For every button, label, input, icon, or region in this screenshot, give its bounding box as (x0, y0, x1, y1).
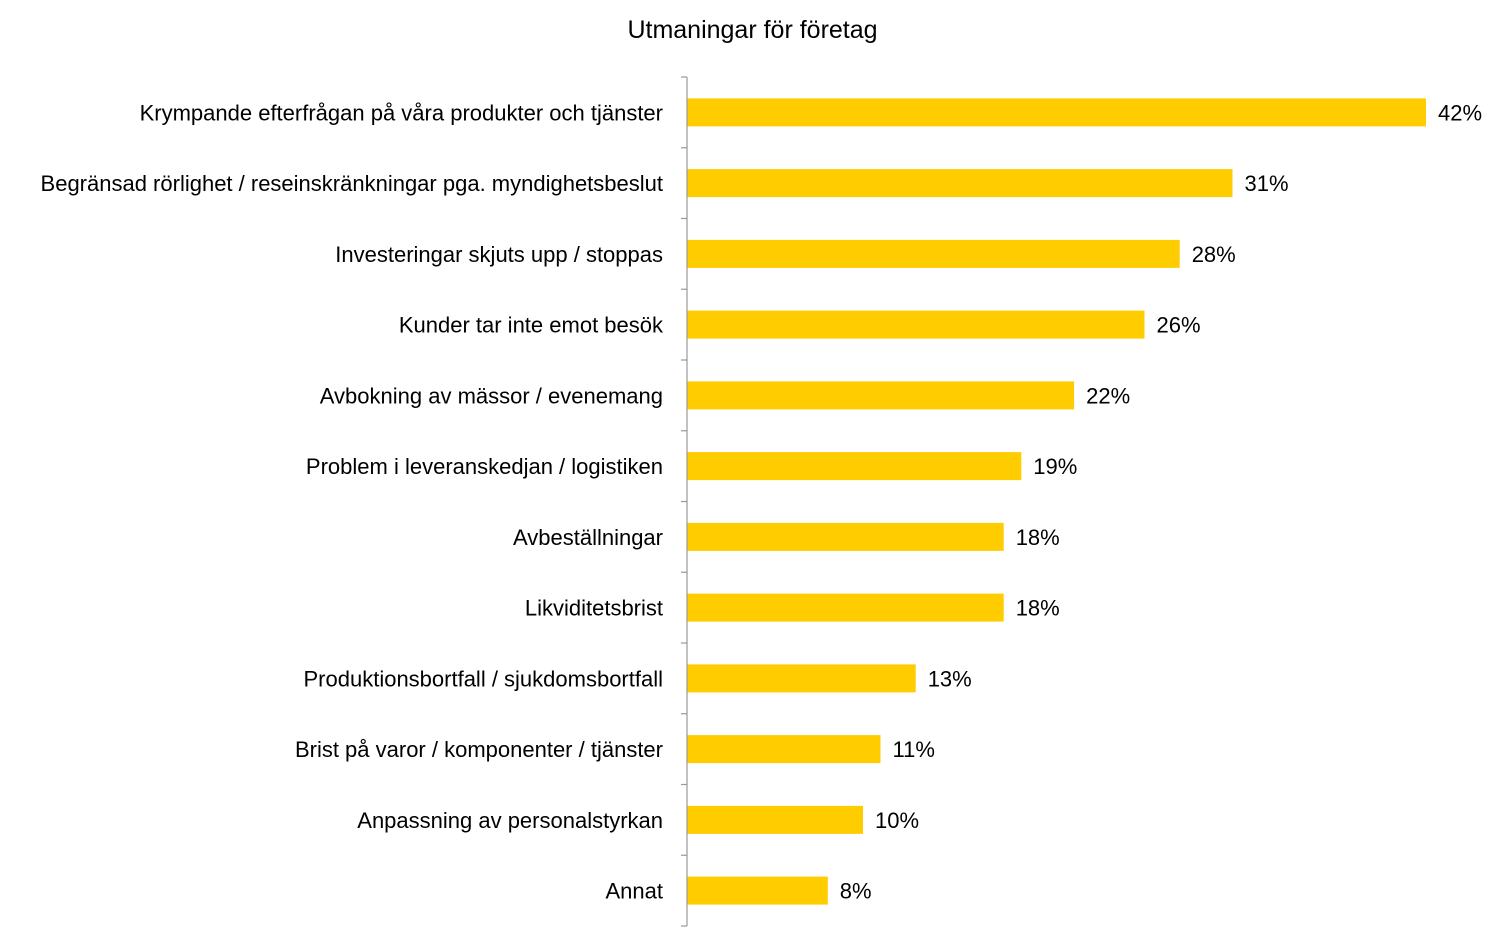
value-label: 28% (1192, 242, 1236, 267)
value-label: 18% (1016, 596, 1060, 621)
value-label: 31% (1245, 171, 1289, 196)
value-label: 42% (1438, 100, 1482, 125)
bar (687, 593, 1004, 622)
value-label: 26% (1157, 313, 1201, 338)
category-label: Krympande efterfrågan på våra produkter … (140, 100, 663, 125)
value-label: 8% (840, 879, 872, 904)
bar (687, 522, 1004, 551)
value-label: 11% (893, 737, 935, 762)
category-axis (681, 76, 688, 927)
bars-layer (687, 98, 1426, 905)
bar (687, 735, 881, 764)
category-label: Investeringar skjuts upp / stoppas (335, 242, 663, 267)
category-labels: Krympande efterfrågan på våra produkter … (41, 100, 664, 903)
category-label: Anpassning av personalstyrkan (357, 808, 663, 833)
bar (687, 381, 1075, 410)
chart-title: Utmaningar för företag (627, 16, 878, 44)
category-label: Begränsad rörlighet / reseinskränkningar… (41, 171, 663, 196)
category-label: Kunder tar inte emot besök (399, 313, 664, 338)
value-label: 22% (1086, 383, 1130, 408)
category-label: Annat (606, 879, 664, 904)
category-label: Avbeställningar (513, 525, 663, 550)
value-label: 13% (928, 666, 972, 691)
bar (687, 452, 1022, 481)
bar (687, 310, 1145, 339)
value-label: 18% (1016, 525, 1060, 550)
bar (687, 876, 828, 905)
value-label: 19% (1033, 454, 1077, 479)
category-label: Likviditetsbrist (525, 596, 663, 621)
category-label: Avbokning av mässor / evenemang (320, 383, 663, 408)
bar (687, 805, 863, 834)
value-label: 10% (875, 808, 919, 833)
category-label: Brist på varor / komponenter / tjänster (295, 737, 663, 762)
category-label: Problem i leveranskedjan / logistiken (306, 454, 663, 479)
bar (687, 98, 1426, 127)
bar (687, 664, 916, 693)
bar (687, 239, 1180, 268)
value-labels: 42% 31% 28% 26% 22% 19% 18% 18% 13% 11% 10% 8% (840, 100, 1482, 903)
bar (687, 169, 1233, 198)
category-label: Produktionsbortfall / sjukdomsbortfall (304, 666, 664, 691)
